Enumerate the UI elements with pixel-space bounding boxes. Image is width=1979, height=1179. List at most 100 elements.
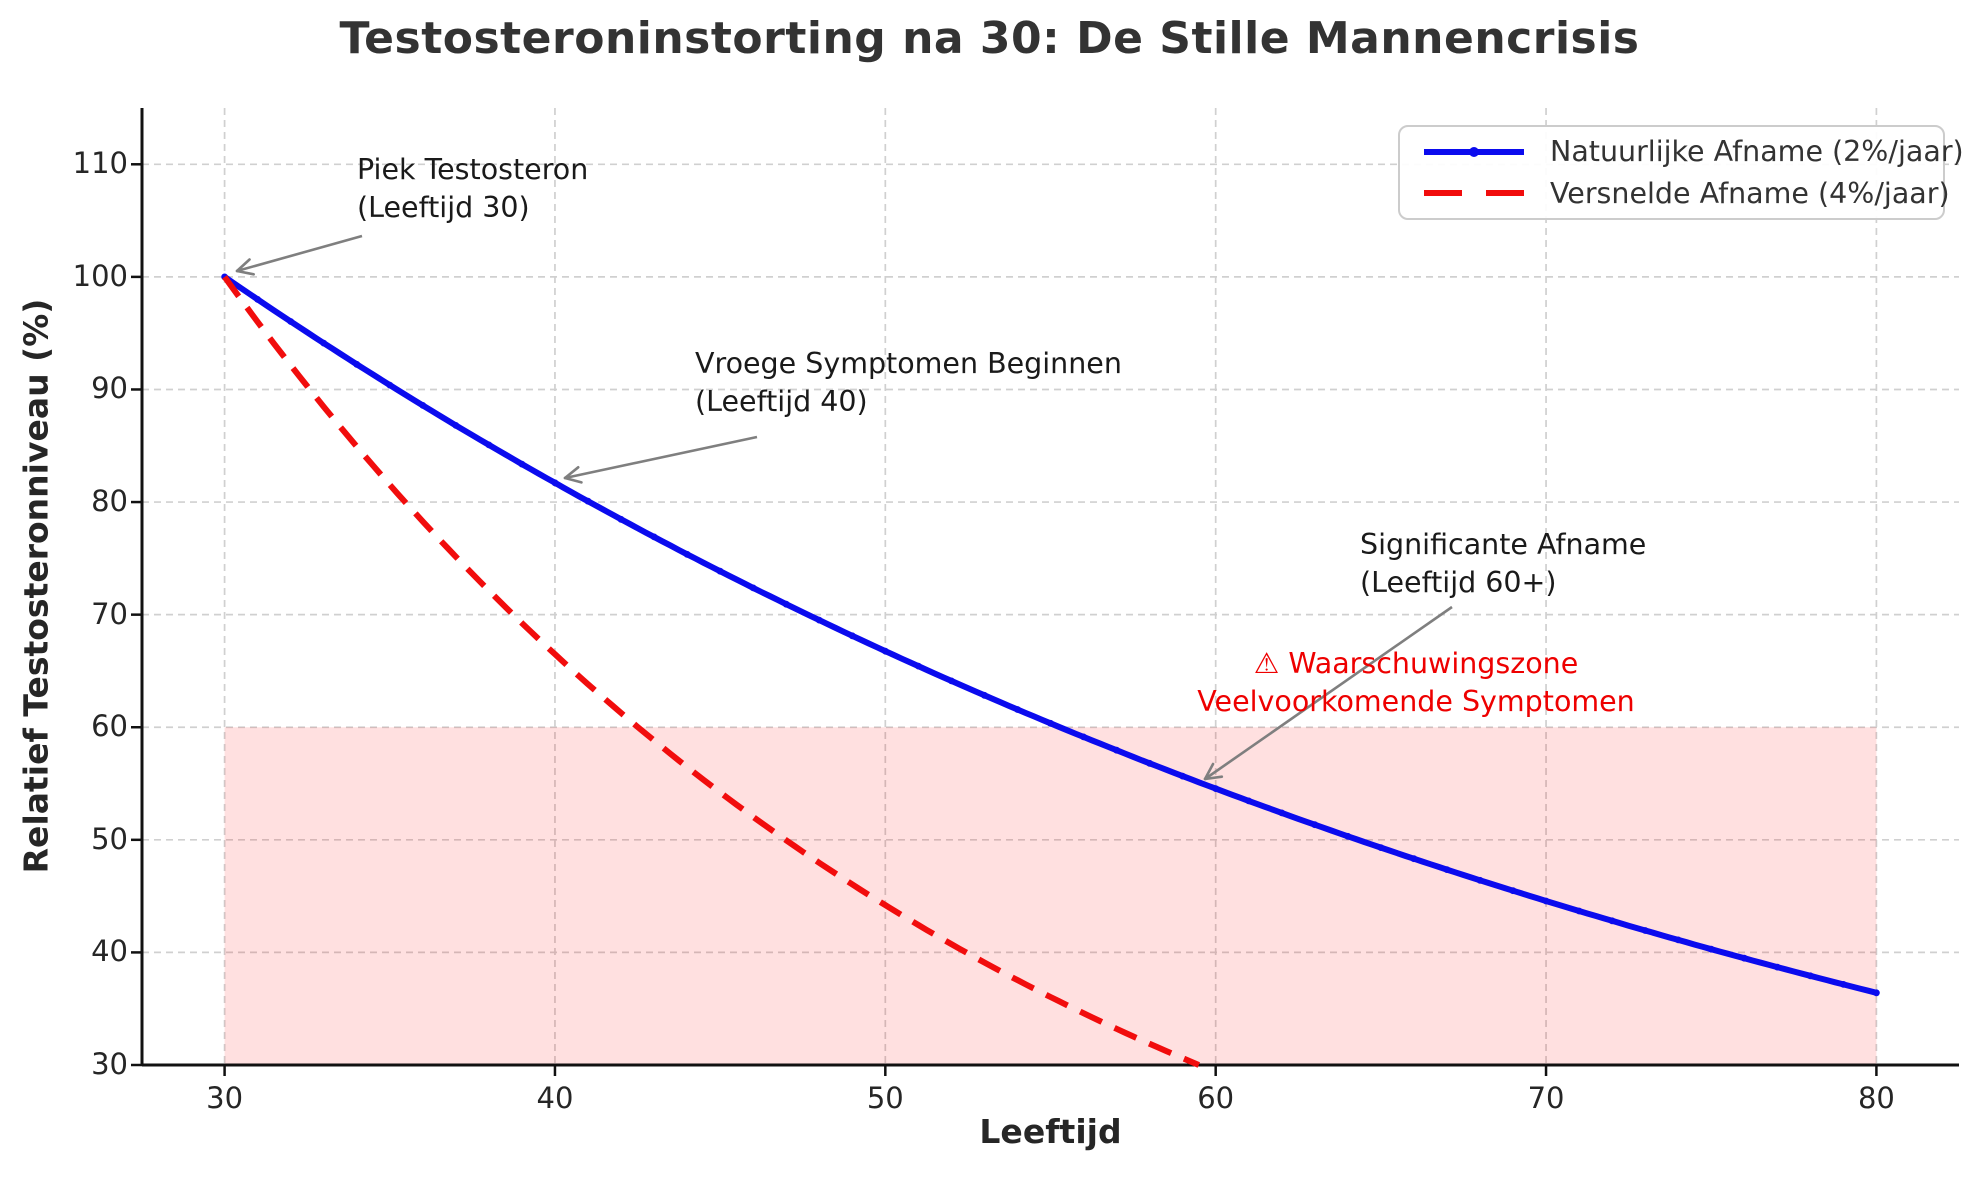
warning-zone-band — [224, 727, 1877, 1065]
data-point-marker — [1840, 981, 1847, 988]
data-point-marker — [1047, 719, 1054, 727]
data-point-marker — [1344, 832, 1352, 840]
y-tick-label: 50 — [91, 821, 128, 856]
axes — [131, 108, 1959, 1076]
data-point-marker — [1641, 927, 1649, 934]
annotation-arrows — [235, 234, 1453, 781]
data-point-marker — [518, 460, 526, 468]
data-point-marker — [1674, 936, 1682, 944]
legend-item: Natuurlijke Afname (2%/jaar) — [1400, 135, 1964, 168]
x-tick-label: 80 — [1857, 1081, 1895, 1115]
data-point-marker — [1806, 972, 1814, 980]
data-point-marker — [948, 677, 955, 685]
y-tick-label: 60 — [91, 709, 128, 744]
legend-dashed-line-sample — [1424, 190, 1524, 197]
data-series — [221, 273, 1880, 1068]
annotation-arrow-head — [1203, 762, 1215, 781]
curve-accelerated-decline — [222, 275, 1200, 1068]
data-point-marker — [650, 533, 658, 541]
data-point-marker — [617, 515, 625, 523]
legend-label: Natuurlijke Afname (2%/jaar) — [1550, 135, 1964, 169]
annotation-line1: Vroege Symptomen Beginnen — [695, 347, 1122, 380]
data-point-marker — [386, 381, 394, 389]
chart-title: Testosteroninstorting na 30: De Stille M… — [339, 13, 1640, 64]
data-point-marker — [881, 647, 889, 655]
data-point-marker — [254, 296, 261, 303]
data-point-marker — [1311, 821, 1319, 829]
legend-marker-dot — [1469, 146, 1479, 157]
annotation-line2: Veelvoorkomende Symptomen — [1197, 685, 1635, 718]
x-tick-label: 60 — [1197, 1081, 1235, 1115]
data-point-marker — [815, 616, 823, 624]
data-point-marker — [1377, 844, 1385, 851]
data-point-marker — [782, 600, 790, 608]
data-point-marker — [1608, 917, 1616, 925]
data-point-marker — [1873, 989, 1880, 997]
data-point-marker — [320, 339, 328, 347]
data-point-marker — [1014, 706, 1021, 713]
annotation-arrow-shaft — [236, 234, 363, 273]
data-point-marker — [1542, 897, 1550, 905]
data-point-marker — [848, 632, 856, 640]
annotation-arrow-head — [563, 466, 580, 480]
x-tick-label: 70 — [1527, 1081, 1565, 1115]
annotation-arrow-head — [1203, 775, 1224, 781]
data-point-marker — [1278, 809, 1286, 817]
y-tick-label: 40 — [91, 934, 128, 969]
y-tick-label: 90 — [91, 371, 128, 406]
y-tick-label: 30 — [91, 1047, 128, 1081]
data-point-marker — [1080, 733, 1087, 741]
data-point-marker — [1146, 759, 1153, 767]
data-point-marker — [287, 318, 295, 325]
data-point-marker — [716, 567, 724, 575]
data-point-marker — [1707, 945, 1715, 953]
x-tick-label: 30 — [206, 1081, 244, 1115]
legend-label: Versnelde Afname (4%/jaar) — [1550, 176, 1950, 210]
legend-item: Versnelde Afname (4%/jaar) — [1400, 177, 1950, 210]
data-point-marker — [1179, 772, 1186, 780]
data-point-marker — [915, 662, 922, 670]
legend-solid-line-sample — [1424, 146, 1524, 157]
data-point-marker — [1575, 907, 1583, 915]
warning-zone-region — [224, 727, 1877, 1065]
annotation-significant-decline: Significante Afname (Leeftijd 60+) — [1360, 526, 1646, 602]
annotation-arrow-head — [235, 269, 255, 276]
annotation-warning-zone-label: ⚠ Waarschuwingszone Veelvoorkomende Sympt… — [1197, 645, 1634, 721]
annotation-line2: (Leeftijd 60+) — [1360, 566, 1557, 599]
data-point-marker — [353, 360, 361, 368]
annotation-line1: Significante Afname — [1360, 528, 1647, 561]
x-tick-label: 50 — [866, 1081, 904, 1115]
data-point-marker — [452, 422, 460, 429]
data-point-marker — [1509, 887, 1517, 895]
x-tick-label: 40 — [536, 1081, 574, 1115]
data-point-marker — [1443, 866, 1451, 873]
data-point-marker — [584, 497, 592, 505]
y-tick-label: 70 — [91, 596, 128, 631]
data-point-marker — [419, 402, 427, 409]
y-tick-label: 110 — [72, 146, 128, 181]
data-point-marker — [1740, 954, 1748, 962]
y-tick-label: 80 — [91, 484, 128, 519]
annotation-arrow-head — [563, 476, 583, 484]
annotation-early-symptoms: Vroege Symptomen Beginnen (Leeftijd 40) — [695, 345, 1122, 421]
annotation-peak-testosterone: Piek Testosteron (Leeftijd 30) — [357, 151, 588, 227]
data-point-marker — [683, 550, 691, 558]
y-tick-label: 100 — [72, 258, 128, 293]
data-point-marker — [981, 691, 988, 699]
annotation-arrow-shaft — [1204, 605, 1453, 781]
data-point-marker — [749, 584, 757, 592]
annotation-line2: (Leeftijd 30) — [357, 191, 530, 224]
data-point-marker — [1410, 855, 1418, 863]
data-point-marker — [1476, 876, 1484, 884]
annotation-line1: ⚠ Waarschuwingszone — [1253, 647, 1579, 680]
data-point-marker — [1113, 746, 1120, 754]
data-point-marker — [551, 479, 559, 487]
data-point-marker — [1773, 963, 1781, 971]
annotation-line1: Piek Testosteron — [357, 153, 589, 186]
data-point-marker — [1245, 797, 1253, 805]
legend: Natuurlijke Afname (2%/jaar) Versnelde Af… — [1398, 125, 1964, 220]
annotation-arrow-head — [235, 258, 251, 273]
annotation-line2: (Leeftijd 40) — [695, 385, 868, 418]
